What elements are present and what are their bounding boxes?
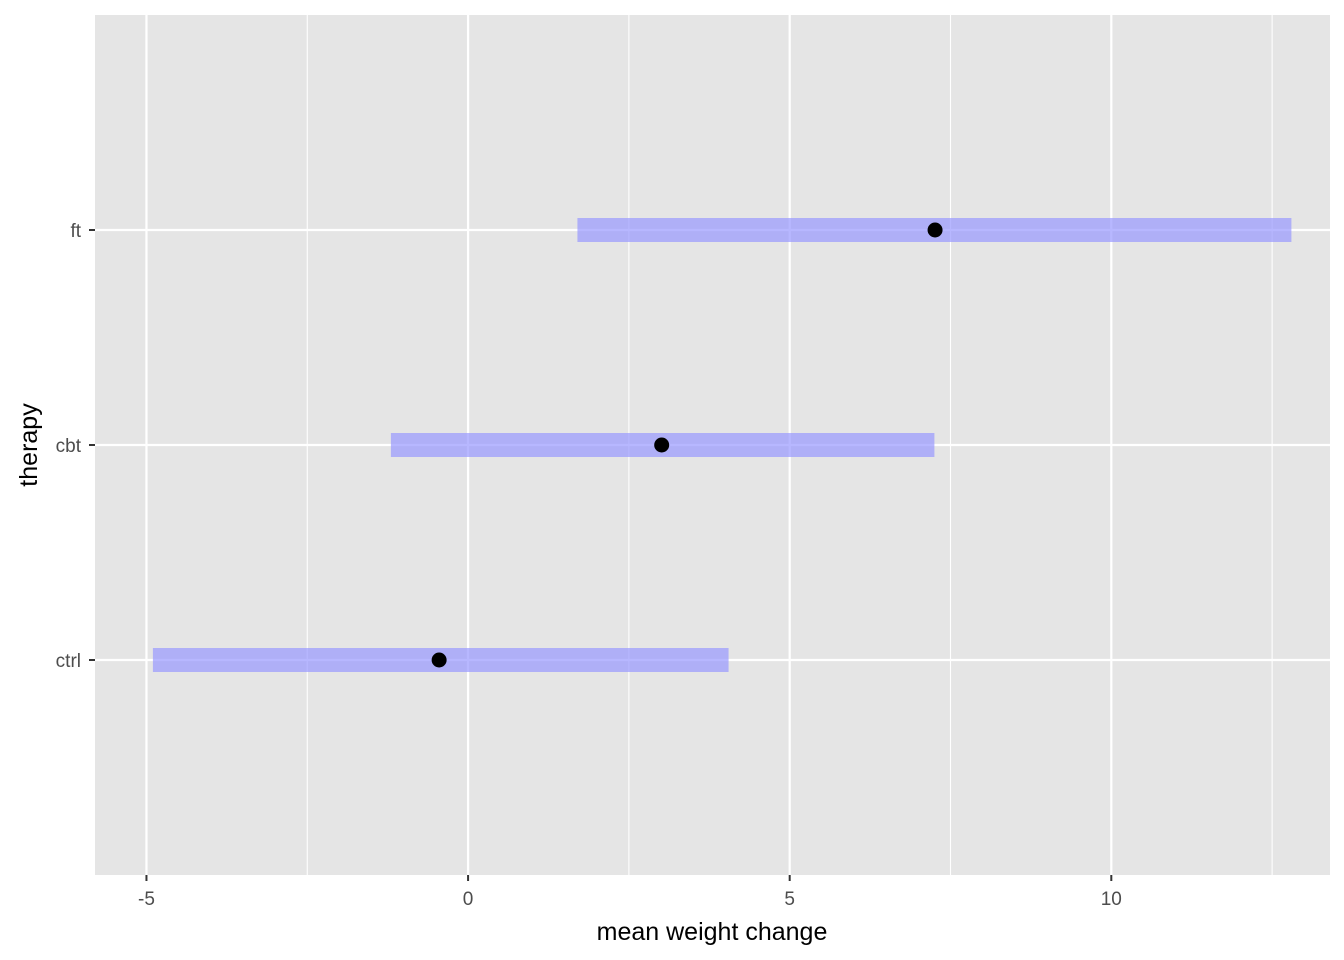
- y-tick-label-ft: ft: [70, 221, 81, 242]
- x-axis-title: mean weight change: [597, 918, 828, 946]
- mean-points: [431, 222, 943, 668]
- mean-point-cbt: [654, 437, 670, 453]
- y-tick-label-ctrl: ctrl: [56, 651, 81, 672]
- x-tick-label: 0: [463, 889, 474, 910]
- x-tick-label: 10: [1101, 889, 1122, 910]
- mean-point-ctrl: [431, 652, 447, 668]
- axes: -5 0 5 10 ctrl cbt ft: [56, 221, 1122, 910]
- x-tick-label: 5: [784, 889, 795, 910]
- y-axis-title: therapy: [15, 403, 43, 487]
- y-tick-label-cbt: cbt: [56, 436, 82, 457]
- mean-point-ft: [927, 222, 943, 238]
- x-tick-label: -5: [138, 889, 155, 910]
